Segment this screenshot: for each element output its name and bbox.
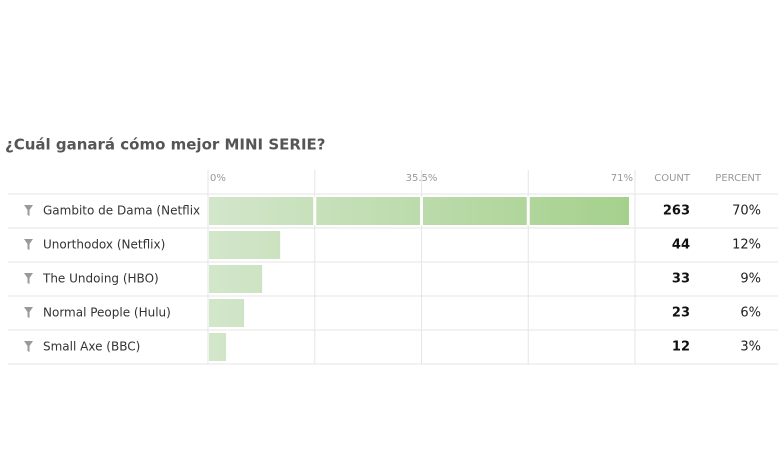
bar [209,299,245,327]
chart-title: ¿Cuál ganará cómo mejor MINI SERIE? [5,136,326,154]
percent-label: 12% [732,238,761,253]
filter-icon [24,341,33,352]
percent-label: 70% [732,204,761,219]
x-tick-label: 35.5% [406,173,438,184]
category-label: The Undoing (HBO) [42,272,159,286]
x-tick-label: 71% [611,173,633,184]
bar [209,197,629,225]
category-label: Gambito de Dama (Netflix [43,204,200,218]
filter-icon [24,273,33,284]
count-label: 33 [672,272,690,287]
x-tick-label: 0% [210,173,226,184]
bar [209,231,281,259]
count-header: COUNT [654,173,691,184]
filter-icon [24,205,33,216]
filter-icon [24,307,33,318]
percent-label: 9% [740,272,761,287]
category-label: Small Axe (BBC) [43,340,140,354]
category-label: Unorthodox (Netflix) [43,238,165,252]
count-label: 23 [672,306,690,321]
percent-header: PERCENT [715,173,762,184]
filter-icon [24,239,33,250]
category-label: Normal People (Hulu) [43,306,171,320]
bar [209,265,263,293]
percent-label: 3% [740,340,761,355]
count-label: 263 [663,204,690,219]
count-label: 44 [672,238,690,253]
percent-label: 6% [740,306,761,321]
count-label: 12 [672,340,690,355]
bar [209,333,227,361]
